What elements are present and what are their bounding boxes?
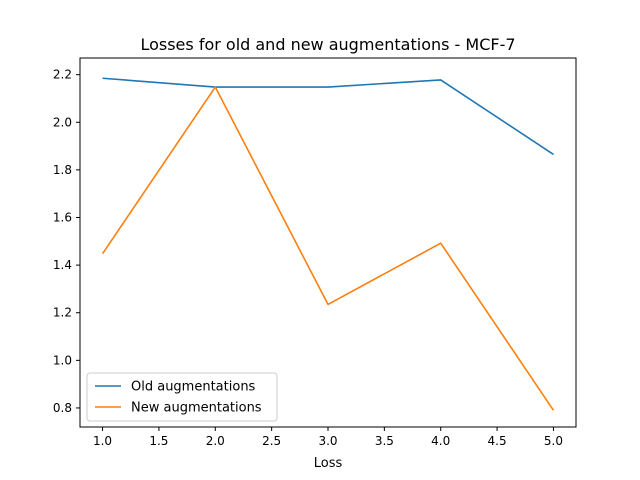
y-tick-label: 1.6 [53,211,72,225]
x-tick-label: 1.5 [149,434,168,448]
plot-area [79,57,577,428]
legend-label: Old augmentations [131,380,256,395]
x-tick-label: 2.5 [262,434,281,448]
legend: Old augmentations New augmentations [86,372,278,422]
x-axis: 1.0 1.5 2.0 2.5 3.0 3.5 4.0 4.5 5.0 [93,427,563,448]
plot-frame [79,57,577,428]
y-axis: 0.8 1.0 1.2 1.4 1.6 1.8 2.0 2.2 [53,68,80,415]
x-tick-label: 5.0 [544,434,563,448]
y-tick-label: 0.8 [53,401,72,415]
y-tick-label: 2.0 [53,115,72,129]
y-tick-label: 1.2 [53,306,72,320]
x-tick-label: 1.0 [93,434,112,448]
x-tick-label: 4.5 [488,434,507,448]
series-layer [101,77,555,411]
series-line-old-augmentations [102,77,554,156]
y-tick-label: 2.2 [53,68,72,82]
legend-label: New augmentations [131,401,262,416]
series-line-new-augmentations [101,86,555,411]
y-tick-label: 1.4 [53,258,72,272]
legend-box [86,372,278,422]
y-tick-label: 1.8 [53,163,72,177]
x-tick-label: 3.5 [375,434,394,448]
x-tick-label: 2.0 [206,434,225,448]
x-axis-label: Loss [314,456,343,471]
y-tick-label: 1.0 [53,353,72,367]
x-tick-label: 3.0 [318,434,337,448]
x-tick-label: 4.0 [431,434,450,448]
chart-title: Losses for old and new augmentations - M… [140,35,515,54]
